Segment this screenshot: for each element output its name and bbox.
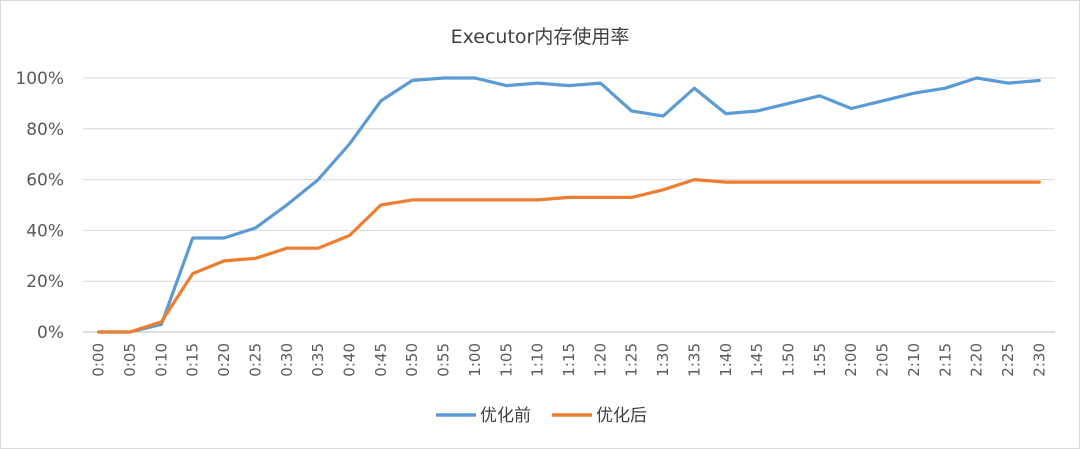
y-axis: 0% 20% 40% 60% 80% 100% <box>15 69 64 343</box>
x-tick-label: 1:45 <box>748 343 766 377</box>
x-tick-label: 1:00 <box>466 343 484 377</box>
grid-lines <box>83 77 1055 333</box>
x-tick-label: 0:30 <box>278 343 296 377</box>
legend-label: 优化后 <box>596 406 647 426</box>
x-tick-label: 0:05 <box>121 343 139 377</box>
x-tick-label: 1:40 <box>717 343 735 377</box>
legend-label: 优化前 <box>480 406 531 426</box>
series-line-1 <box>97 76 1041 334</box>
x-tick-label: 1:20 <box>591 343 609 377</box>
x-tick-label: 0:00 <box>90 343 108 377</box>
y-tick-label: 40% <box>26 221 64 241</box>
x-tick-label: 1:05 <box>497 343 515 377</box>
x-tick-label: 1:10 <box>529 343 547 377</box>
x-tick-label: 1:50 <box>779 343 797 377</box>
x-tick-label: 2:20 <box>968 343 986 377</box>
series-lines <box>97 76 1041 334</box>
x-tick-label: 1:55 <box>811 343 829 377</box>
x-tick-label: 1:25 <box>623 343 641 377</box>
x-tick-label: 1:15 <box>560 343 578 377</box>
x-tick-label: 0:20 <box>215 343 233 377</box>
x-tick-label: 0:35 <box>309 343 327 377</box>
chart-title: Executor内存使用率 <box>451 26 630 48</box>
x-tick-label: 2:15 <box>936 343 954 377</box>
y-tick-label: 80% <box>26 120 64 140</box>
y-tick-label: 60% <box>26 171 64 191</box>
x-tick-label: 2:00 <box>842 343 860 377</box>
x-axis: 0:00 0:05 0:10 0:15 0:20 0:25 0:30 0:35 0:40 0:45… <box>90 343 1049 377</box>
x-tick-label: 0:15 <box>184 343 202 377</box>
series-line-2 <box>97 178 1041 334</box>
x-tick-label: 0:55 <box>435 343 453 377</box>
x-tick-label: 1:35 <box>685 343 703 377</box>
legend: 优化前 优化后 <box>436 406 647 426</box>
x-tick-label: 2:10 <box>905 343 923 377</box>
y-tick-label: 100% <box>15 69 64 89</box>
x-tick-label: 0:50 <box>403 343 421 377</box>
x-tick-label: 2:30 <box>1030 343 1048 377</box>
x-tick-label: 2:05 <box>874 343 892 377</box>
x-tick-label: 0:40 <box>341 343 359 377</box>
x-tick-label: 0:10 <box>152 343 170 377</box>
x-tick-label: 1:30 <box>654 343 672 377</box>
y-tick-label: 0% <box>37 323 64 343</box>
x-tick-label: 0:25 <box>246 343 264 377</box>
x-tick-label: 0:45 <box>372 343 390 377</box>
y-tick-label: 20% <box>26 272 64 292</box>
x-tick-label: 2:25 <box>999 343 1017 377</box>
